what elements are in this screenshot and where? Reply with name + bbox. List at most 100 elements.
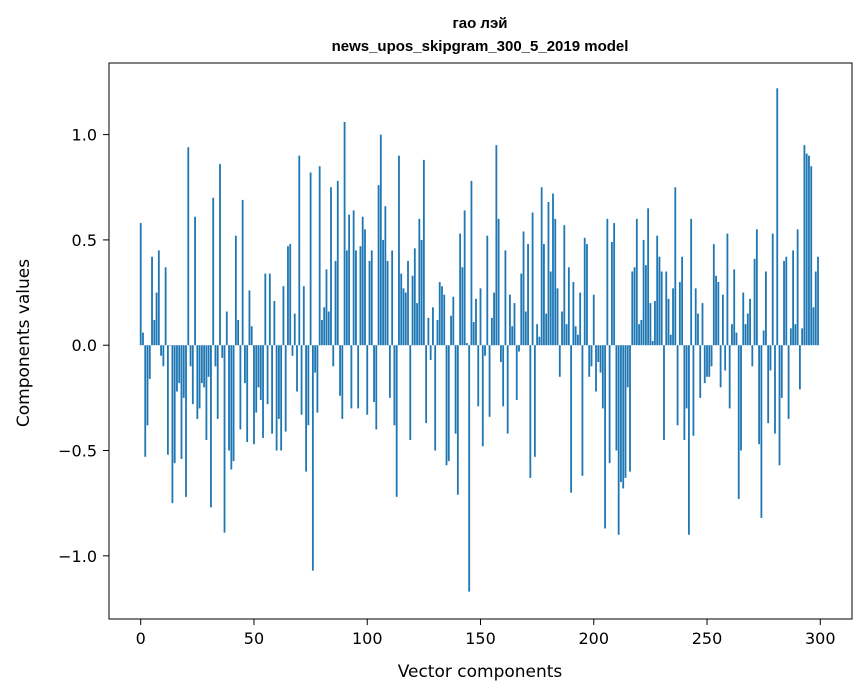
bar-219 [635,218,638,346]
bar-221 [640,319,643,346]
bar-271 [753,258,756,346]
bar-295 [808,155,810,346]
bar-180 [547,202,550,346]
bar-16 [176,345,178,392]
bar-109 [386,260,389,346]
bar-87 [336,180,339,346]
bar-95 [355,250,357,346]
bar-225 [649,303,652,346]
bar-143 [463,210,466,346]
bar-208 [610,242,613,346]
bar-117 [404,292,407,346]
bar-82 [325,269,328,346]
y-axis-ticks: −1.0 −0.5 0.0 0.5 1.0 [58,126,109,566]
bar-62 [280,345,283,451]
bar-151 [481,345,484,447]
bar-58 [271,345,273,434]
bar-294 [805,153,808,346]
bar-56 [266,345,269,405]
bar-235 [672,288,674,346]
bar-243 [690,218,693,346]
y-tick-label: 0.5 [72,231,97,250]
bar-184 [556,288,559,346]
bar-136 [447,345,450,462]
bar-262 [733,269,736,346]
bar-169 [522,231,525,346]
bar-115 [400,273,403,346]
bar-91 [345,250,348,346]
bar-160 [502,345,505,407]
bar-299 [817,256,819,346]
bar-122 [416,303,418,346]
bar-103 [373,345,375,403]
bar-276 [765,271,767,346]
bar-4 [148,345,151,379]
bar-71 [300,345,303,415]
bar-30 [207,345,210,377]
bar-250 [706,345,708,377]
bar-213 [622,345,625,489]
bar-126 [425,345,428,424]
bar-113 [395,345,398,497]
bar-286 [787,345,790,419]
bar-265 [740,345,742,451]
bar-200 [592,294,595,346]
bar-296 [810,166,813,346]
bar-37 [223,345,226,533]
bar-171 [527,244,529,346]
bar-150 [479,288,482,346]
bar-9 [160,345,162,356]
bar-207 [608,345,611,464]
bar-68 [293,313,296,346]
bar-38 [225,311,228,346]
bar-39 [228,345,230,451]
bar-270 [751,345,754,367]
bar-165 [513,303,516,346]
bar-220 [638,324,640,346]
bar-29 [205,345,208,440]
bar-116 [402,288,405,346]
bar-268 [746,313,749,346]
bar-15 [173,345,176,464]
bar-206 [606,218,609,346]
bar-145 [468,345,471,592]
bar-209 [613,223,616,346]
x-tick-label: 0 [136,629,146,648]
y-tick-label: −1.0 [58,547,97,566]
bar-292 [801,328,804,346]
bar-63 [282,286,285,346]
bar-124 [420,239,423,346]
bar-77 [314,345,317,373]
bar-190 [570,345,573,493]
bar-96 [357,345,360,409]
bar-75 [309,172,312,346]
bar-48 [248,290,251,346]
bar-202 [597,345,600,363]
bar-19 [182,345,185,398]
bar-127 [427,317,430,346]
bar-132 [438,282,441,346]
bar-112 [393,345,396,426]
bar-7 [155,292,158,346]
bar-236 [674,187,677,346]
bar-155 [490,317,493,346]
bar-49 [250,326,253,346]
bar-80 [321,319,323,346]
bar-238 [678,282,681,346]
bar-128 [429,345,432,360]
bar-284 [783,260,785,346]
bar-214 [624,345,627,478]
bar-119 [409,345,412,440]
bar-50 [253,345,255,445]
bar-32 [212,197,215,346]
bar-290 [796,229,799,346]
bar-104 [375,345,378,430]
bar-120 [411,275,414,346]
bar-287 [789,328,792,346]
bar-232 [665,271,668,346]
bar-242 [688,345,690,535]
bar-289 [794,324,797,346]
bar-85 [332,345,335,367]
